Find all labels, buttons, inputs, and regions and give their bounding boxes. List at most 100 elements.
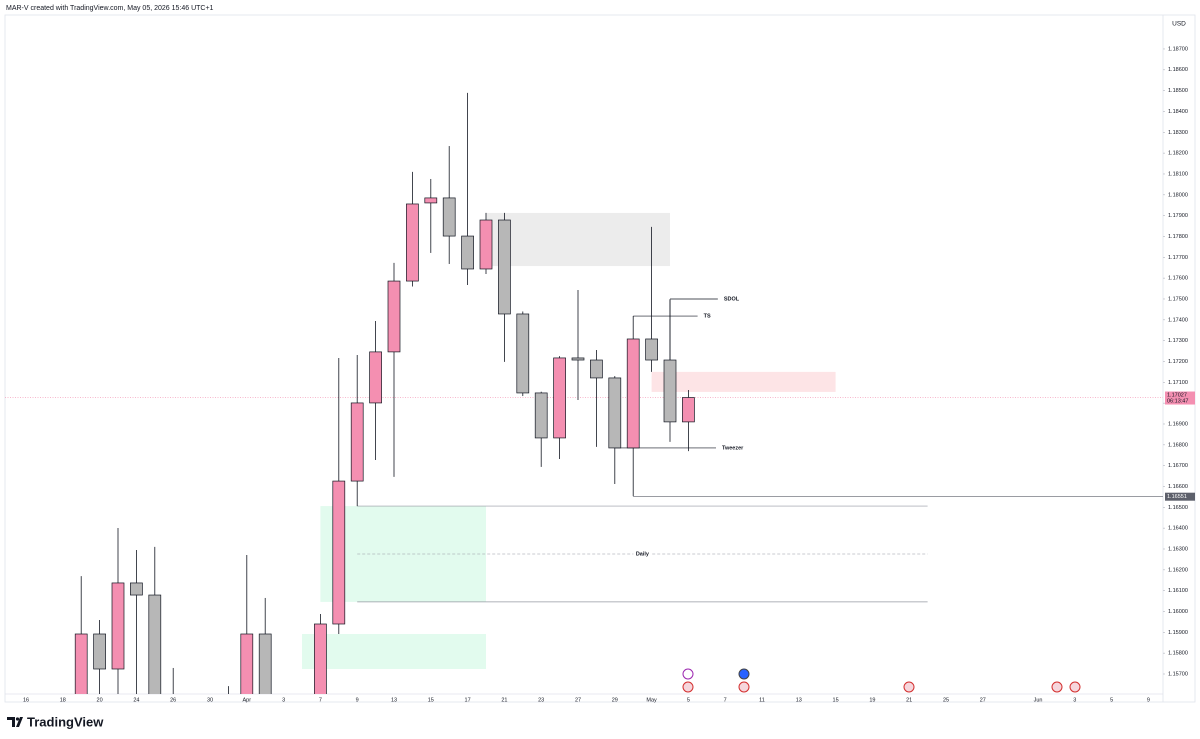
y-tick-label: 1.17200	[1168, 359, 1188, 365]
x-tick-label: May	[646, 697, 657, 703]
y-tick-label: 1.15700	[1168, 671, 1188, 677]
candle-body	[608, 377, 622, 449]
y-tick-label: 1.16000	[1168, 609, 1188, 615]
countdown: 06:13:47	[1167, 398, 1188, 404]
plot-area	[5, 92, 1163, 737]
x-tick-label: 29	[612, 697, 618, 703]
logo	[7, 717, 23, 727]
candle-body	[258, 633, 272, 694]
marked-level-box	[1165, 492, 1195, 501]
x-tick-label: 5	[687, 697, 690, 703]
candle-body	[645, 338, 658, 361]
candle-body	[590, 359, 603, 379]
level-label: SDOL	[724, 296, 740, 302]
event-icon[interactable]	[682, 668, 694, 680]
event-icon[interactable]	[903, 681, 915, 693]
x-tick-label: 21	[501, 697, 507, 703]
x-tick-label: 7	[319, 697, 322, 703]
y-tick-label: 1.15900	[1168, 630, 1188, 636]
zone	[651, 371, 836, 392]
x-tick-label: 15	[833, 697, 839, 703]
y-tick-label: 1.18000	[1168, 192, 1188, 198]
y-tick-label: 1.16800	[1168, 442, 1188, 448]
candle-body	[516, 313, 530, 394]
y-tick-label: 1.16400	[1168, 526, 1188, 532]
level-label-bg	[633, 549, 652, 558]
candle-body	[682, 397, 695, 423]
candle-body	[111, 582, 125, 670]
y-tick-label: 1.18600	[1168, 67, 1188, 73]
candle-body	[350, 402, 364, 482]
event-icon[interactable]	[1051, 681, 1063, 693]
brand: TradingView	[27, 714, 104, 729]
x-tick-label: Apr	[243, 697, 252, 703]
last-price-box	[1165, 391, 1195, 405]
event-icon[interactable]	[738, 668, 750, 680]
logo-icon	[7, 717, 23, 727]
candle-body	[553, 357, 566, 439]
x-tick-label: 11	[759, 697, 765, 703]
candle-body	[369, 351, 382, 404]
x-tick-label: 17	[465, 697, 471, 703]
x-tick-label: 16	[23, 697, 29, 703]
y-tick-label: 1.16100	[1168, 588, 1188, 594]
candle-body	[332, 480, 346, 625]
x-tick-label: 5	[1110, 697, 1113, 703]
x-tick-label: 23	[538, 697, 544, 703]
candle-body	[461, 235, 474, 270]
event-icon[interactable]	[738, 681, 750, 693]
x-tick-label: Jun	[1034, 697, 1043, 703]
x-tick-label: 19	[869, 697, 875, 703]
x-tick-label: 26	[170, 697, 176, 703]
y-tick-label: 1.17400	[1168, 317, 1188, 323]
candle-body	[479, 219, 493, 270]
candle-body	[93, 633, 106, 670]
y-tick-label: 1.16600	[1168, 484, 1188, 490]
x-tick-label: 9	[1147, 697, 1150, 703]
event-icon[interactable]	[1069, 681, 1081, 693]
x-tick-label: 3	[1073, 697, 1076, 703]
event-icon[interactable]	[682, 681, 694, 693]
x-tick-label: 9	[356, 697, 359, 703]
zone	[486, 212, 670, 267]
candle-body	[626, 338, 640, 449]
x-tick-label: 24	[133, 697, 139, 703]
zone	[302, 633, 486, 669]
x-tick-label: 20	[97, 697, 103, 703]
currency: USD	[1172, 21, 1186, 28]
x-tick-label: 18	[60, 697, 66, 703]
y-tick-label: 1.17900	[1168, 213, 1188, 219]
x-tick-label: 13	[796, 697, 802, 703]
x-tick-label: 13	[391, 697, 397, 703]
chart-frame	[4, 14, 1196, 703]
candle-body	[167, 716, 179, 737]
y-tick-label: 1.16900	[1168, 421, 1188, 427]
y-tick-label: 1.18400	[1168, 109, 1188, 115]
y-tick-label: 1.18500	[1168, 88, 1188, 94]
header-title: MAR-V created with TradingView.com, May …	[6, 5, 214, 12]
y-tick-label: 1.18200	[1168, 151, 1188, 157]
candle-body	[498, 219, 511, 315]
candle-body	[74, 633, 88, 694]
y-tick-label: 1.17700	[1168, 255, 1188, 261]
x-tick-label: 7	[724, 697, 727, 703]
candle-body	[571, 357, 585, 361]
y-tick-label: 1.16700	[1168, 463, 1188, 469]
y-tick-label: 1.16500	[1168, 505, 1188, 511]
x-tick-label: 27	[575, 697, 581, 703]
x-tick-label: 3	[282, 697, 285, 703]
y-tick-label: 1.15800	[1168, 651, 1188, 657]
candle-body	[240, 633, 254, 694]
y-tick-label: 1.16300	[1168, 546, 1188, 552]
candle-body	[314, 623, 327, 694]
candle-body	[222, 716, 234, 726]
y-tick-label: 1.17600	[1168, 276, 1188, 282]
candle-body	[148, 594, 162, 694]
candle-body	[130, 582, 143, 596]
last-price-label: 1.17027	[1167, 392, 1187, 398]
event-icons	[682, 668, 1081, 693]
x-tick-label: 30	[207, 697, 213, 703]
level-label: Daily	[636, 551, 650, 557]
candle-body	[663, 359, 677, 423]
